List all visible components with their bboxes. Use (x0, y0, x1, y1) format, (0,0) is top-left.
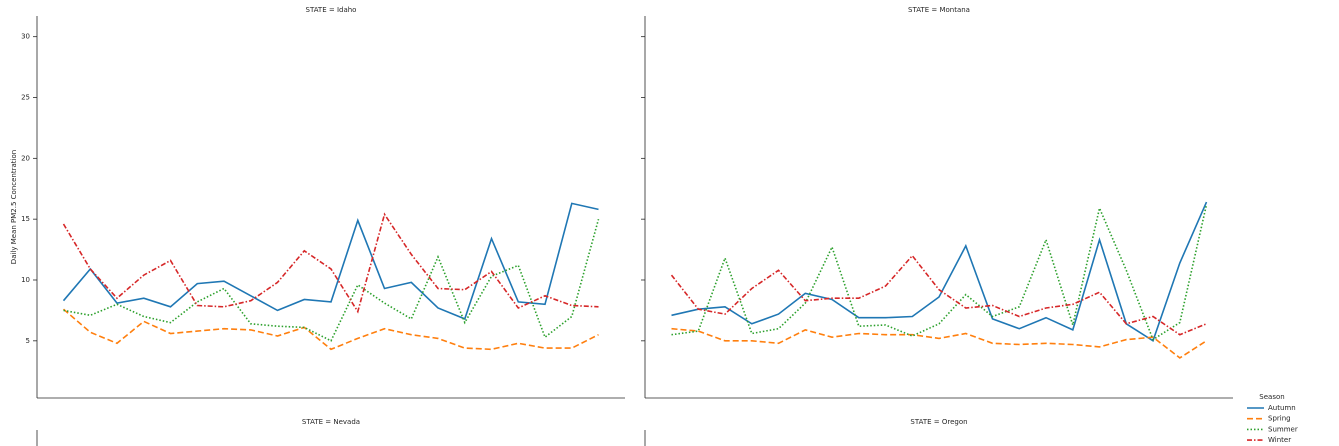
panel-title: STATE = Idaho (306, 6, 357, 14)
series-line (62, 202, 599, 320)
legend-label: Spring (1268, 415, 1291, 423)
series-line (671, 327, 1207, 359)
panel-title: STATE = Oregon (910, 418, 967, 426)
y-tick-label: 15 (21, 215, 30, 223)
series-line (671, 204, 1208, 341)
legend-label: Summer (1268, 425, 1298, 433)
y-tick-label: 20 (21, 154, 30, 162)
series-line (62, 212, 599, 314)
y-tick-label: 25 (21, 94, 30, 102)
y-axis-label: Daily Mean PM2.5 Concentration (10, 150, 18, 264)
series-line (671, 201, 1208, 343)
panel-title: STATE = Nevada (302, 418, 360, 426)
y-tick-label: 10 (21, 276, 30, 284)
panel-title: STATE = Montana (908, 6, 970, 14)
y-tick-label: 5 (26, 337, 30, 345)
series-line (670, 254, 1207, 336)
legend-label: Autumn (1268, 404, 1296, 412)
series-line (63, 218, 600, 342)
series-line (62, 308, 599, 351)
legend-title: Season (1259, 393, 1284, 401)
y-tick-label: 30 (21, 33, 30, 41)
legend-label: Winter (1268, 436, 1291, 444)
